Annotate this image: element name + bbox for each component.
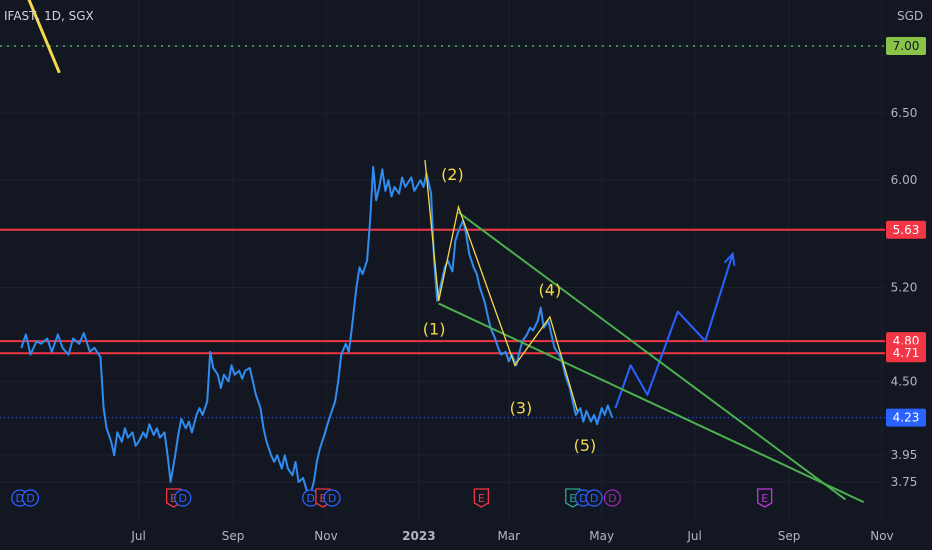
event-marker-label: D bbox=[608, 492, 616, 505]
dividend-badge-shape bbox=[323, 489, 341, 507]
y-tick-label: 3.95 bbox=[891, 448, 918, 462]
x-tick-label: Sep bbox=[222, 529, 245, 543]
event-marker-label: E bbox=[170, 492, 177, 505]
chart-grid bbox=[0, 0, 885, 520]
x-tick-label: Nov bbox=[870, 529, 893, 543]
projection-line bbox=[614, 253, 734, 409]
event-marker-label: D bbox=[328, 492, 336, 505]
event-marker-d-10: D bbox=[585, 489, 603, 507]
price-badge-bg bbox=[886, 344, 926, 363]
x-tick-label: Jul bbox=[686, 529, 701, 543]
price-axis[interactable]: 6.506.005.204.503.953.757.005.634.804.71… bbox=[886, 37, 926, 489]
x-tick-label: Mar bbox=[497, 529, 520, 543]
x-tick-label: Nov bbox=[314, 529, 337, 543]
yellow-trend-line bbox=[27, 0, 61, 74]
currency-label: SGD bbox=[897, 9, 923, 23]
x-tick-label: Sep bbox=[778, 529, 801, 543]
event-marker-label: E bbox=[478, 492, 485, 505]
dividend-badge-shape bbox=[174, 489, 192, 507]
drawings bbox=[27, 0, 865, 504]
earnings-badge-shape bbox=[473, 488, 489, 508]
y-tick-label: 4.50 bbox=[891, 374, 918, 388]
x-tick-label: 2023 bbox=[402, 529, 435, 543]
x-tick-label: May bbox=[589, 529, 614, 543]
y-tick-label: 6.00 bbox=[891, 173, 918, 187]
horizontal-lines bbox=[0, 45, 885, 419]
channel-line-0 bbox=[457, 211, 846, 501]
event-marker-label: D bbox=[590, 492, 598, 505]
event-marker-d-6: D bbox=[323, 489, 341, 507]
event-marker-label: E bbox=[569, 492, 576, 505]
price-badge-bg bbox=[886, 408, 926, 427]
price-badge-bg bbox=[886, 220, 926, 239]
wave-labels: (1) (2) (3) (4) (5) bbox=[423, 165, 596, 455]
channel-line-1 bbox=[438, 302, 865, 504]
y-tick-label: 6.50 bbox=[891, 106, 918, 120]
wave-label-3: (3) bbox=[510, 399, 533, 418]
dividend-badge-shape bbox=[603, 489, 621, 507]
event-marker-d-3: D bbox=[174, 489, 192, 507]
price-badge-label: 5.63 bbox=[893, 223, 920, 237]
event-marker-label: E bbox=[761, 492, 768, 505]
dividend-badge-shape bbox=[21, 489, 40, 507]
price-badge-label: 4.71 bbox=[893, 346, 920, 360]
price-badge-bg bbox=[886, 37, 926, 55]
wave-label-4: (4) bbox=[539, 281, 562, 300]
event-marker-e-12: E bbox=[757, 488, 773, 508]
dividend-badge-shape bbox=[585, 489, 603, 507]
y-tick-label: 5.20 bbox=[891, 280, 918, 294]
price-line bbox=[20, 165, 614, 501]
y-tick-label: 3.75 bbox=[891, 475, 918, 489]
event-marker-d-1: D bbox=[21, 489, 40, 507]
event-marker-label: D bbox=[26, 492, 34, 505]
event-marker-label: D bbox=[579, 492, 587, 505]
elliott-wave-path bbox=[424, 159, 578, 412]
earnings-badge-shape bbox=[757, 488, 773, 508]
wave-label-5: (5) bbox=[574, 436, 597, 455]
event-marker-label: D bbox=[306, 492, 314, 505]
event-marker-label: E bbox=[319, 492, 326, 505]
event-marker-label: D bbox=[16, 492, 24, 505]
price-badge-label: 4.23 bbox=[893, 411, 920, 425]
event-marker-e-7: E bbox=[473, 488, 489, 508]
price-badge-label: 7.00 bbox=[893, 39, 920, 53]
event-marker-d-11: D bbox=[603, 489, 621, 507]
projection-arrowhead bbox=[723, 251, 736, 266]
symbol-title: IFAST, 1D, SGX bbox=[4, 9, 94, 23]
wave-label-2: (2) bbox=[441, 165, 464, 184]
wave-label-1: (1) bbox=[423, 319, 446, 338]
time-axis[interactable]: Jul Sep Nov 2023 Mar May Jul Sep Nov bbox=[130, 529, 893, 543]
event-marker-label: D bbox=[179, 492, 187, 505]
price-series bbox=[20, 165, 736, 501]
x-tick-label: Jul bbox=[130, 529, 145, 543]
